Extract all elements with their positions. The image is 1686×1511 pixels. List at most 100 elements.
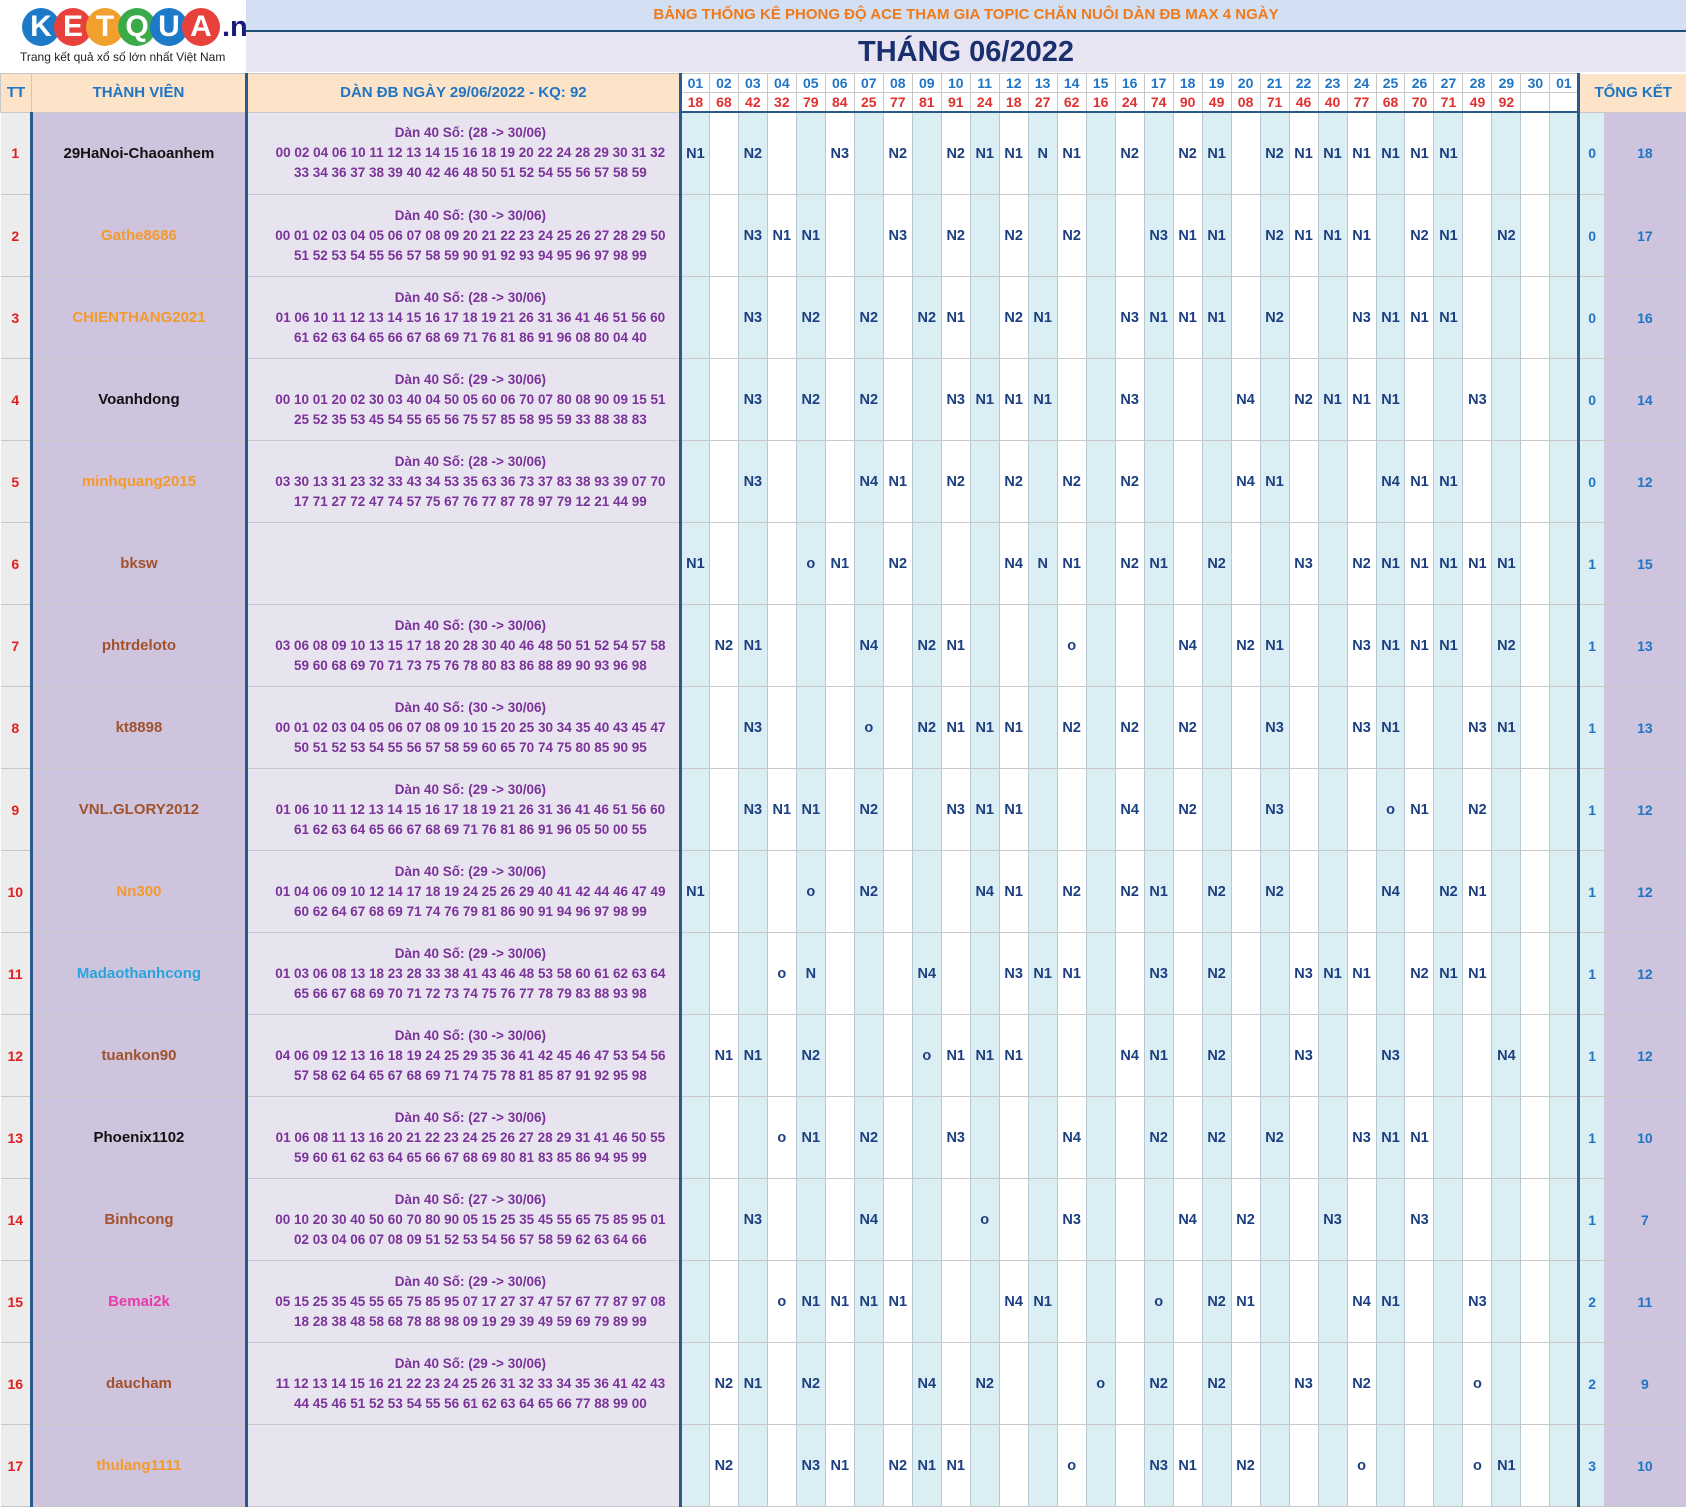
day-cell: N2: [1173, 686, 1203, 769]
dan-line: 25 52 35 53 45 54 55 65 56 75 57 85 58 9…: [293, 411, 647, 427]
day-cell: N: [796, 932, 826, 1015]
total-score: 14: [1603, 358, 1686, 441]
day-cell: [738, 1424, 768, 1507]
logo-letter: T: [86, 8, 124, 46]
member-name[interactable]: Voanhdong: [31, 358, 248, 441]
member-name[interactable]: Bemai2k: [31, 1260, 248, 1343]
result-row: 18 68 42 32 79 84 25 77 81 91 24 18 27 62 16 24 74 90 49 08…: [1, 92, 1686, 113]
day-cell: [1231, 1096, 1261, 1179]
member-name[interactable]: minhquang2015: [31, 440, 248, 523]
day-header: 08: [882, 73, 913, 93]
table-row: 9 VNL.GLORY2012 Dàn 40 Số: (29 -> 30/06) 01…: [0, 768, 1686, 851]
day-cell: [1404, 1260, 1435, 1343]
day-cell: N3: [1462, 1260, 1493, 1343]
day-cell: [796, 440, 826, 523]
day-cell: [767, 440, 797, 523]
day-cell: [680, 686, 710, 769]
day-cell: [1404, 1424, 1435, 1507]
day-cell: [1260, 1178, 1290, 1261]
member-name[interactable]: Binhcong: [31, 1178, 248, 1261]
day-header: 14: [1056, 73, 1087, 93]
day-cell: [825, 276, 855, 359]
member-name[interactable]: kt8898: [31, 686, 248, 769]
day-cell: N2: [1057, 686, 1087, 769]
result-cell: 68: [708, 92, 739, 113]
day-cell: N1: [999, 1014, 1029, 1097]
day-cell: N2: [1202, 522, 1232, 605]
day-cell: [854, 112, 884, 195]
day-cell: [1115, 1342, 1145, 1425]
day-cell: N4: [1115, 768, 1145, 851]
day-cell: [1057, 358, 1087, 441]
day-cell: [1202, 604, 1232, 687]
day-header: 02: [708, 73, 739, 93]
day-cell: [1086, 850, 1116, 933]
member-name[interactable]: Phoenix1102: [31, 1096, 248, 1179]
table-row: 10 Nn300 Dàn 40 Số: (29 -> 30/06) 01 04 06 …: [0, 850, 1686, 933]
day-cell: o: [767, 1096, 797, 1179]
member-name[interactable]: daucham: [31, 1342, 248, 1425]
day-cell: [1028, 440, 1058, 523]
member-name[interactable]: tuankon90: [31, 1014, 248, 1097]
day-cell: [1491, 932, 1522, 1015]
total-hits: 2: [1577, 1342, 1604, 1425]
dan-numbers: Dàn 40 Số: (27 -> 30/06) 01 06 08 11 13 1…: [246, 1096, 682, 1179]
table-row: 16 daucham Dàn 40 Số: (29 -> 30/06) 11 12 1…: [0, 1342, 1686, 1425]
dan-line: 65 66 67 68 69 70 71 72 73 74 75 76 77 7…: [293, 985, 647, 1001]
day-cell: o: [1144, 1260, 1174, 1343]
row-index: 2: [0, 194, 33, 277]
day-cell: N3: [738, 276, 768, 359]
day-cell: [1231, 276, 1261, 359]
dan-line: 61 62 63 64 65 66 67 68 69 71 76 81 86 9…: [293, 821, 647, 837]
day-cell: N2: [1231, 1178, 1261, 1261]
dan-numbers: Dàn 40 Số: (28 -> 30/06) 01 06 10 11 12 1…: [246, 276, 682, 359]
member-name[interactable]: phtrdeloto: [31, 604, 248, 687]
day-cell: N4: [912, 932, 942, 1015]
member-name[interactable]: Madaothanhcong: [31, 932, 248, 1015]
day-cell: N4: [999, 522, 1029, 605]
day-cell: [709, 1178, 739, 1261]
day-cell: N1: [1376, 1096, 1406, 1179]
day-cell: [1462, 112, 1493, 195]
day-cell: N1: [738, 604, 768, 687]
member-name[interactable]: VNL.GLORY2012: [31, 768, 248, 851]
day-cell: N3: [738, 194, 768, 277]
total-score: 16: [1603, 276, 1686, 359]
day-cell: [1086, 768, 1116, 851]
day-cell: o: [1057, 604, 1087, 687]
dan-line: Dàn 40 Số: (27 -> 30/06): [394, 1109, 546, 1125]
day-cell: N3: [796, 1424, 826, 1507]
day-cell: [1231, 194, 1261, 277]
day-cell: [1347, 1178, 1377, 1261]
day-cell: [912, 194, 942, 277]
member-name[interactable]: 29HaNoi-Chaoanhem: [31, 112, 248, 195]
member-name[interactable]: CHIENTHANG2021: [31, 276, 248, 359]
day-cell: [1202, 1178, 1232, 1261]
day-cell: [1549, 194, 1581, 277]
table-row: 7 phtrdeloto Dàn 40 Số: (30 -> 30/06) 03 06…: [0, 604, 1686, 687]
day-cell: [1404, 1014, 1435, 1097]
day-cell: [1144, 686, 1174, 769]
day-cell: N2: [796, 358, 826, 441]
day-cell: [1549, 112, 1581, 195]
day-cell: [1404, 686, 1435, 769]
table-row: 11 Madaothanhcong Dàn 40 Số: (29 -> 30/06)…: [0, 932, 1686, 1015]
member-name[interactable]: thulang1111: [31, 1424, 248, 1507]
row-index: 15: [0, 1260, 33, 1343]
day-cell: N3: [1376, 1014, 1406, 1097]
member-name[interactable]: Gathe8686: [31, 194, 248, 277]
member-name[interactable]: Nn300: [31, 850, 248, 933]
result-cell: 42: [737, 92, 768, 113]
day-cell: N3: [883, 194, 913, 277]
dan-line: 01 06 10 11 12 13 14 15 16 17 18 19 21 2…: [275, 309, 666, 325]
result-cell: 79: [795, 92, 826, 113]
day-cell: N1: [1173, 276, 1203, 359]
day-cell: [1057, 1342, 1087, 1425]
day-cell: N1: [1144, 850, 1174, 933]
day-cell: [970, 440, 1000, 523]
day-cell: [709, 1096, 739, 1179]
day-header: 25: [1375, 73, 1406, 93]
member-name[interactable]: bksw: [31, 522, 248, 605]
day-header: 03: [737, 73, 768, 93]
